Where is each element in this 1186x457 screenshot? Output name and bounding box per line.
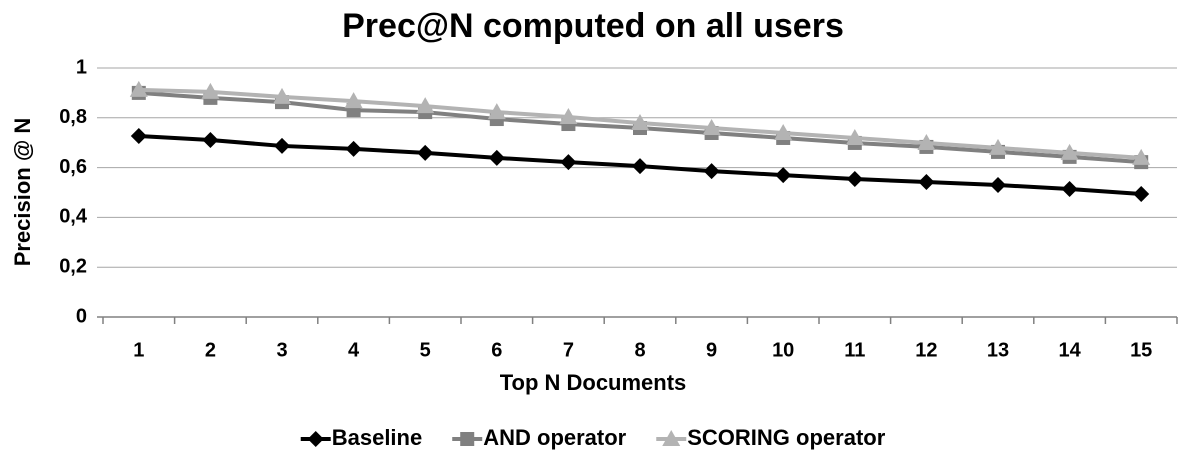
marker-diamond [775,167,792,184]
x-tick-label: 10 [772,339,794,361]
marker-diamond [202,131,219,148]
x-tick-label: 5 [420,339,431,361]
marker-diamond [560,154,577,171]
marker-triangle [1132,148,1151,165]
y-tick-label: 0,4 [59,206,88,228]
marker-triangle [344,92,363,109]
marker-triangle [631,114,649,131]
marker-triangle [702,119,721,136]
x-tick-label: 3 [276,339,287,361]
marker-triangle [273,87,291,104]
marker-diamond [274,137,290,154]
y-tick-label: 0,6 [59,156,87,178]
marker-diamond [307,431,324,447]
y-tick-label: 0,8 [59,106,87,128]
marker-triangle [487,103,506,120]
legend: Baseline AND operator SCORING operator [300,425,886,450]
marker-diamond [990,177,1006,194]
marker-diamond [703,163,720,180]
x-axis-label: Top N Documents [500,370,687,395]
y-tick-label: 0 [76,305,87,327]
marker-diamond [846,171,863,188]
marker-triangle [774,123,793,140]
marker-triangle [201,82,220,99]
marker-triangle [989,138,1007,155]
x-tick-label: 6 [491,339,502,361]
x-tick-label: 1 [133,339,144,361]
x-tick-label: 14 [1058,339,1081,361]
x-tick-label: 13 [987,339,1009,361]
legend-label: AND operator [483,425,626,450]
marker-diamond [130,127,147,144]
marker-square [460,432,475,446]
marker-diamond [918,174,935,191]
y-tick-label: 0,2 [59,255,87,277]
marker-triangle [129,80,148,97]
y-axis-label: Precision @ N [10,118,35,267]
x-tick-label: 15 [1130,339,1152,361]
marker-triangle [845,128,864,145]
marker-triangle [662,430,681,446]
marker-triangle [917,133,936,150]
marker-diamond [632,158,648,175]
x-tick-label: 4 [348,339,360,361]
legend-label: Baseline [332,425,423,450]
x-tick-label: 12 [915,339,937,361]
marker-diamond [488,149,505,166]
legend-label: SCORING operator [687,425,885,450]
marker-diamond [417,144,434,161]
x-tick-label: 9 [706,339,717,361]
x-tick-label: 2 [205,339,216,361]
x-tick-label: 8 [634,339,645,361]
marker-diamond [345,140,362,157]
chart-title: Prec@N computed on all users [342,7,844,45]
x-tick-label: 11 [844,339,865,361]
marker-triangle [1060,143,1079,160]
y-tick-label: 1 [76,56,87,78]
marker-diamond [1061,181,1078,198]
marker-diamond [1133,185,1150,202]
marker-triangle [416,97,435,114]
marker-triangle [559,108,578,125]
x-tick-label: 7 [563,339,574,361]
